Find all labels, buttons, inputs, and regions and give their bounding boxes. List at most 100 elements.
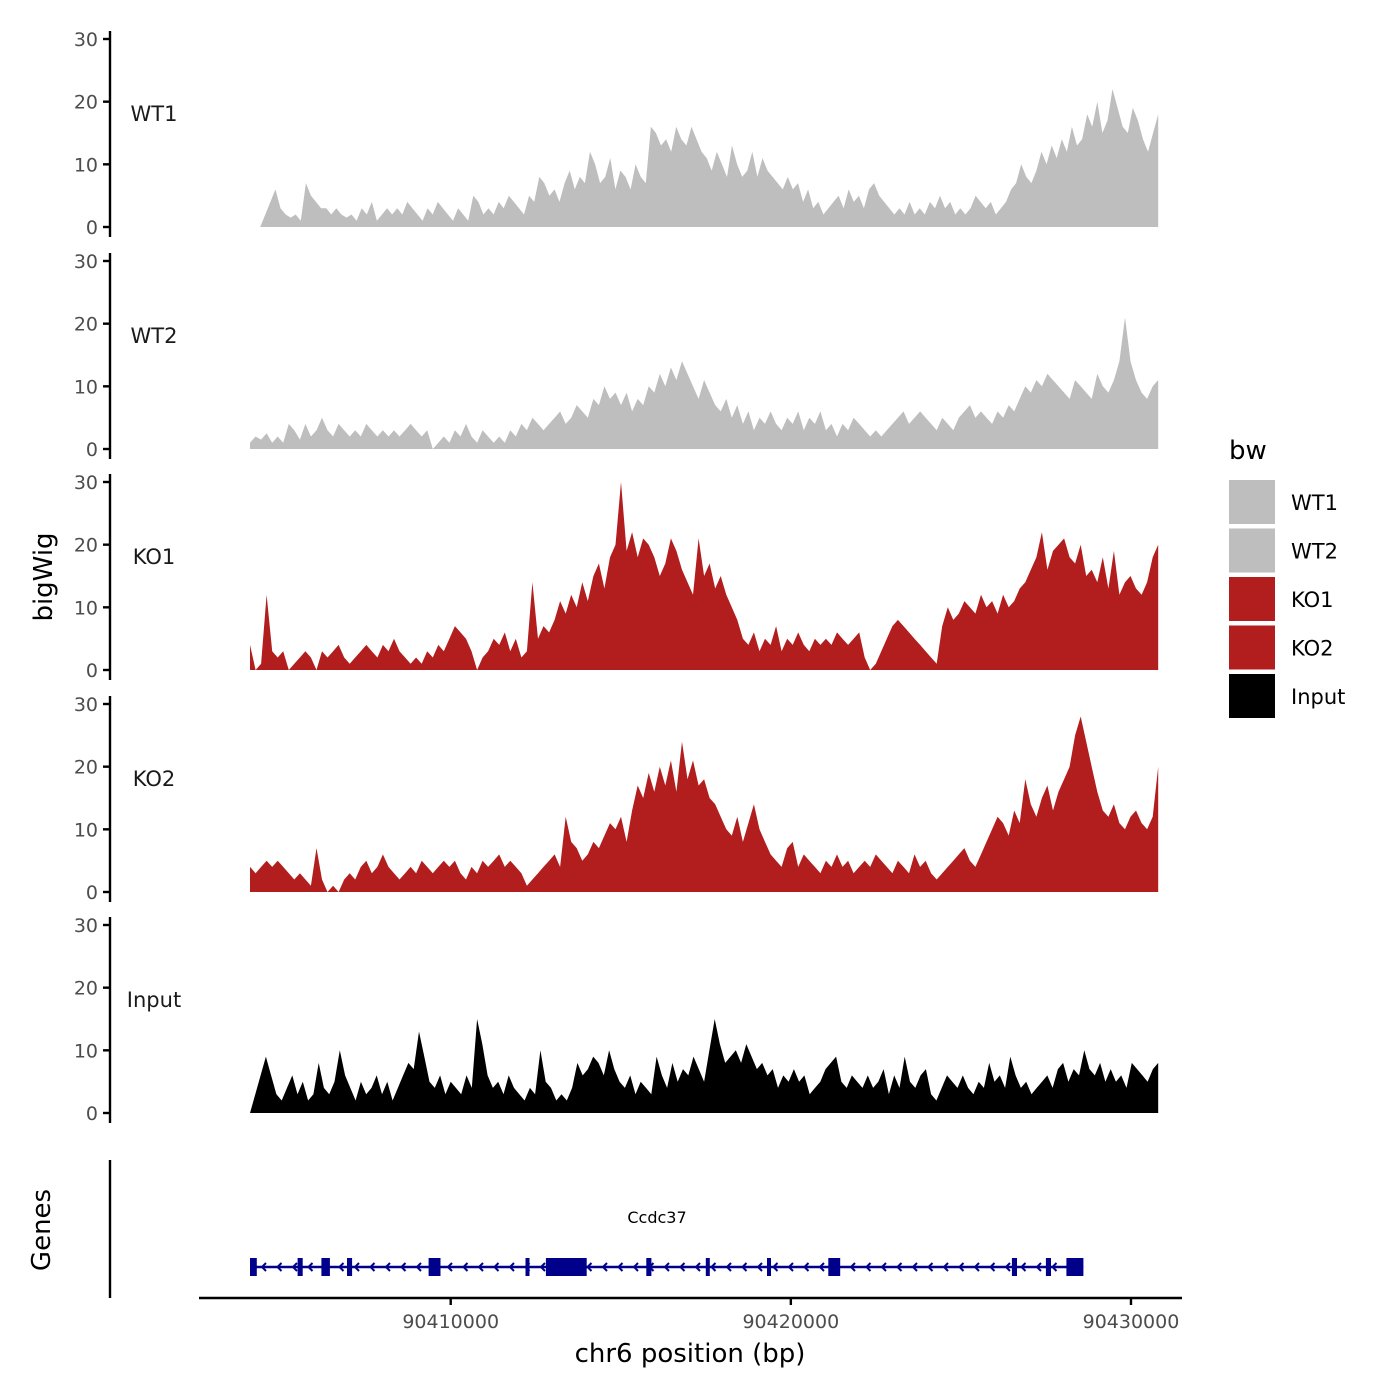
strand-arrow [710,1262,717,1272]
gene-model [250,1258,1084,1276]
exon-1 [250,1258,257,1276]
strand-arrow [1051,1262,1058,1272]
coverage-area-ko1 [250,482,1159,670]
strand-arrow [896,1262,903,1272]
track-label-input: Input [127,988,181,1012]
strand-arrow [725,1262,732,1272]
strand-arrow [989,1262,996,1272]
legend-swatch-ko1 [1229,577,1275,621]
y-tick-label-ko1-20: 20 [74,535,98,557]
strand-arrow [508,1262,515,1272]
y-tick-label-input-30: 30 [74,915,98,937]
strand-arrow [539,1262,546,1272]
coverage-area-wt2 [250,317,1159,449]
x-axis-ticks: 90410000 90420000 90430000 [402,1298,1179,1333]
exon-5 [428,1258,441,1276]
exon-14 [1066,1258,1084,1276]
y-tick-label-wt2-10: 10 [74,376,98,398]
legend-label-input: Input [1291,685,1345,709]
strand-arrow [617,1262,624,1272]
strand-arrow [353,1262,360,1272]
strand-arrow [462,1262,469,1272]
track-label-ko2: KO2 [133,767,176,791]
legend-label-ko1: KO1 [1291,588,1334,612]
exon-6 [525,1258,530,1276]
exon-7 [545,1258,587,1276]
legend-swatch-ko2 [1229,625,1275,670]
x-tick-label-90420000: 90420000 [742,1311,839,1333]
strand-arrow [679,1262,686,1272]
strand-arrow [927,1262,934,1272]
strand-arrow [772,1262,779,1272]
strand-arrow [400,1262,407,1272]
exon-2 [297,1258,303,1276]
y-tick-label-wt2-20: 20 [74,314,98,336]
y-tick-label-wt1-30: 30 [74,29,98,51]
strand-arrow [663,1262,670,1272]
strand-arrow [787,1262,794,1272]
gene-name-label: Ccdc37 [627,1208,686,1227]
strand-arrow [291,1262,298,1272]
exon-11 [828,1258,841,1276]
strand-arrow [973,1262,980,1272]
strand-arrow [865,1262,872,1272]
strand-arrow [601,1262,608,1272]
strand-arrow [477,1262,484,1272]
y-tick-label-input-20: 20 [74,978,98,1000]
legend-title: bw [1229,436,1267,466]
exon-12 [1011,1258,1017,1276]
track-labels: WT1 WT2 KO1 KO2 Input [127,102,181,1012]
x-tick-label-90410000: 90410000 [402,1311,499,1333]
track-label-ko1: KO1 [133,545,176,569]
strand-arrow [756,1262,763,1272]
y-tick-label-ko2-20: 20 [74,757,98,779]
strand-arrow [880,1262,887,1272]
legend-swatch-wt1 [1229,480,1275,524]
y-tick-label-input-0: 0 [86,1103,98,1125]
legend-label-wt2: WT2 [1291,540,1338,564]
strand-arrow [338,1262,345,1272]
legend-swatch-input [1229,674,1275,718]
y-tick-label-ko1-0: 0 [86,660,98,682]
exon-4 [347,1258,353,1276]
strand-arrow [260,1262,267,1272]
exon-8 [646,1258,652,1276]
coverage-area-wt1 [260,89,1159,227]
strand-arrow [415,1262,422,1272]
strand-arrow [694,1262,701,1272]
strand-arrow [307,1262,314,1272]
strand-arrow [741,1262,748,1272]
strand-arrow [1004,1262,1011,1272]
strand-arrow [911,1262,918,1272]
y-tick-label-ko1-30: 30 [74,472,98,494]
strand-arrow [818,1262,825,1272]
exon-9 [705,1258,710,1276]
strand-arrow [958,1262,965,1272]
strand-arrow [632,1262,639,1272]
y-tick-label-input-10: 10 [74,1040,98,1062]
y-tick-label-wt2-0: 0 [86,439,98,461]
y-axes-layer: 0 10 20 30 0 10 20 30 0 10 20 30 0 10 20 30 0 10 20 30 [74,29,112,1125]
legend-label-ko2: KO2 [1291,637,1334,661]
exon-3 [321,1258,330,1276]
y-tick-label-ko1-10: 10 [74,597,98,619]
strand-arrow [942,1262,949,1272]
y-tick-label-ko2-0: 0 [86,882,98,904]
y-tick-label-wt2-30: 30 [74,251,98,273]
y-axis-title: bigWig [29,532,59,621]
strand-arrow [849,1262,856,1272]
strand-arrow [384,1262,391,1272]
strand-arrow [493,1262,500,1272]
y-tick-label-ko2-30: 30 [74,694,98,716]
track-label-wt2: WT2 [131,324,178,348]
x-tick-label-90430000: 90430000 [1083,1311,1180,1333]
exon-10 [767,1258,771,1276]
legend: WT1 WT2 KO1 KO2 Input [1229,480,1345,718]
x-axis-title: chr6 position (bp) [575,1339,806,1369]
exon-13 [1045,1258,1051,1276]
strand-arrow [446,1262,453,1272]
y-tick-label-wt1-0: 0 [86,217,98,239]
strand-arrow [1035,1262,1042,1272]
strand-arrow [803,1262,810,1272]
